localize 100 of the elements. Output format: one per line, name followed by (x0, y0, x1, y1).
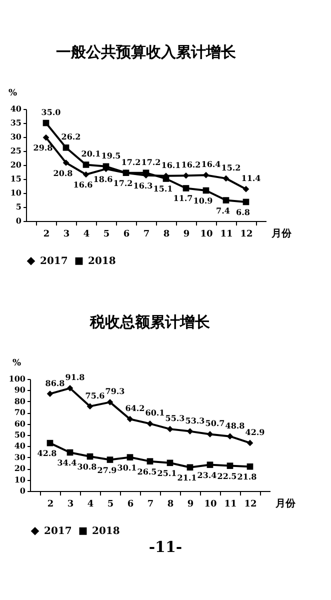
point (166, 426, 174, 432)
point (186, 464, 194, 471)
data-label: 16.3 (133, 180, 154, 190)
y-tick-label: 20 (14, 463, 26, 474)
point (166, 460, 174, 466)
point (246, 440, 254, 446)
y-tick-label: 70 (14, 407, 26, 418)
point (222, 197, 230, 204)
point (182, 172, 190, 179)
data-label: 75.6 (85, 390, 106, 400)
x-tick-label: 5 (107, 500, 114, 510)
y-tick-label: 100 (8, 374, 26, 384)
data-label: 22.5 (217, 470, 237, 481)
legend-label: 2017 (44, 526, 72, 538)
data-label: 20.1 (81, 148, 101, 159)
x-tick-label: 3 (67, 500, 74, 510)
point (62, 160, 70, 166)
x-tick-label: 7 (147, 500, 154, 510)
point (222, 175, 230, 182)
data-label: 60.1 (145, 408, 165, 418)
x-tick-label: 11 (224, 500, 237, 510)
point (82, 162, 90, 168)
data-label: 30.8 (77, 462, 98, 472)
data-label: 21.8 (237, 472, 258, 482)
x-tick-label: 4 (83, 230, 90, 240)
legend-label: 2018 (92, 526, 120, 538)
point (246, 463, 254, 470)
data-label: 6.8 (236, 206, 250, 217)
data-label: 79.3 (105, 386, 126, 396)
y-tick-label: 90 (14, 384, 26, 395)
y-tick-label: 40 (14, 440, 26, 451)
y-tick-label: 35 (10, 118, 22, 128)
x-tick-label: 8 (163, 230, 170, 240)
point (202, 172, 210, 178)
point (106, 399, 114, 406)
data-label: 26.2 (61, 132, 81, 142)
point (206, 462, 214, 468)
chart-title: 税收总额累计增长 (89, 313, 211, 331)
y-tick-label: 15 (10, 174, 22, 184)
point (226, 433, 234, 440)
data-label: 30.1 (117, 462, 137, 472)
data-label: 16.2 (181, 160, 201, 170)
point (186, 428, 194, 434)
x-tick-label: 7 (143, 230, 150, 240)
x-tick-label: 6 (123, 230, 130, 240)
chart-title: 一般公共预算收入累计增长 (56, 43, 237, 61)
data-label: 17.2 (121, 156, 141, 167)
point (46, 440, 54, 446)
data-label: 16.6 (73, 180, 94, 190)
data-label: 91.8 (65, 372, 86, 382)
y-tick-label: 10 (14, 474, 26, 484)
point (126, 416, 134, 422)
point (202, 187, 210, 194)
point (182, 185, 190, 192)
data-label: 10.9 (193, 195, 214, 206)
x-tick-label: 5 (103, 230, 110, 240)
y-tick-label: 25 (10, 146, 22, 156)
data-label: 26.5 (137, 466, 157, 476)
y-tick-label: 5 (16, 202, 22, 212)
data-label: 18.6 (93, 174, 114, 184)
point (42, 120, 50, 126)
point (46, 390, 54, 397)
x-axis-title: 月份 (270, 228, 292, 240)
x-tick-label: 11 (220, 230, 233, 240)
data-label: 15.2 (221, 162, 241, 172)
point (146, 420, 154, 427)
text: -11- (148, 538, 184, 556)
data-label: 48.8 (225, 420, 246, 430)
data-label: 53.3 (185, 415, 206, 426)
data-label: 16.4 (201, 159, 222, 170)
x-tick-label: 2 (47, 500, 54, 510)
data-label: 64.2 (125, 403, 145, 414)
point (42, 134, 50, 141)
point (122, 170, 130, 176)
y-tick-label: 60 (14, 418, 26, 428)
data-label: 55.3 (165, 413, 186, 424)
data-label: 42.9 (245, 426, 266, 437)
data-label: 11.7 (173, 193, 193, 204)
y-tick-label: 30 (14, 452, 26, 462)
data-label: 15.1 (153, 184, 173, 194)
data-label: 35.0 (41, 107, 62, 117)
data-label: 21.1 (177, 472, 197, 482)
point (66, 449, 74, 456)
data-label: 42.8 (37, 448, 58, 458)
x-tick-label: 3 (63, 230, 70, 240)
x-tick-label: 2 (43, 230, 50, 240)
data-label: 50.7 (205, 418, 225, 428)
point (126, 454, 134, 460)
x-tick-label: 4 (87, 500, 94, 510)
x-tick-label: 6 (127, 500, 134, 510)
x-tick-label: 8 (167, 500, 174, 510)
y-tick-label: 0 (16, 216, 22, 226)
y-tick-label: 80 (14, 396, 26, 406)
x-tick-label: 9 (183, 230, 190, 240)
y-tick-label: 40 (10, 104, 22, 114)
x-tick-label: 12 (240, 230, 253, 240)
y-tick-label: 30 (10, 132, 22, 142)
data-label: 20.8 (53, 168, 74, 178)
legend-label: 2017 (40, 256, 68, 268)
point (206, 431, 214, 438)
